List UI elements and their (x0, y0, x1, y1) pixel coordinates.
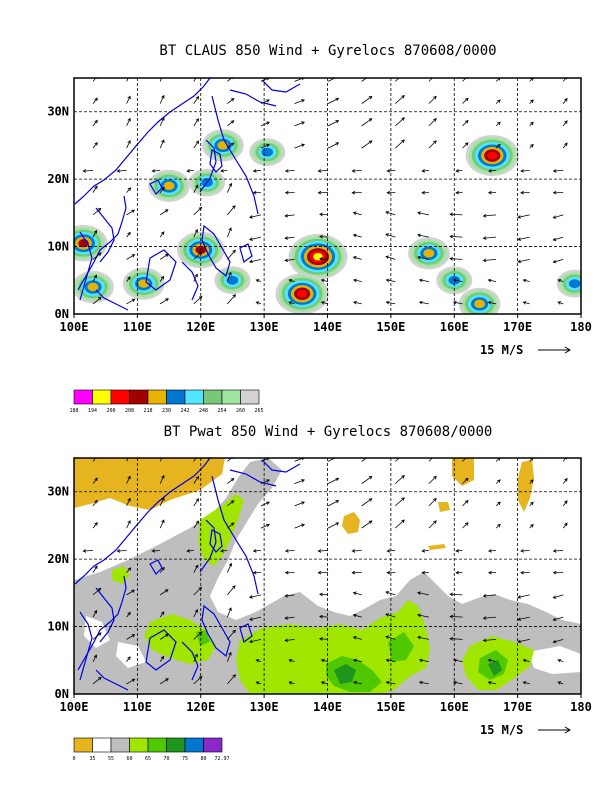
lon-tick-label: 100E (60, 700, 89, 714)
lon-tick-label: 110E (123, 700, 152, 714)
colorbar-label: 0 (72, 756, 75, 762)
colorbar-label: 265 (254, 408, 263, 414)
lon-tick-label: 170E (503, 320, 532, 334)
colorbar-swatch (92, 737, 112, 753)
wind-vectors (82, 78, 568, 305)
colorbar-label: 70 (163, 756, 169, 762)
colorbar-label: 218 (143, 408, 152, 414)
colorbar: 188 194 200 208 218 230 242 248 254 260 265 (69, 389, 264, 414)
lon-tick-label: 150E (376, 320, 405, 334)
lat-tick-label: 10N (47, 240, 69, 254)
colorbar-swatch (92, 389, 112, 405)
colorbar-label: 248 (199, 408, 208, 414)
lat-tick-label: 30N (47, 485, 69, 499)
colorbar-label: 75 (182, 756, 188, 762)
convective-cell (202, 129, 244, 162)
map-claus: BT CLAUS 850 Wind + Gyrelocs 870608/0000 (47, 43, 592, 414)
lon-tick-label: 140E (313, 700, 342, 714)
colorbar-swatch (147, 389, 167, 405)
lon-tick-label: 100E (60, 320, 89, 334)
colorbar-swatch (129, 389, 149, 405)
map-title: BT Pwat 850 Wind + Gyrelocs 870608/0000 (164, 424, 493, 440)
lon-tick-label: 130E (250, 320, 279, 334)
colorbar-swatch (184, 737, 204, 753)
lat-tick-label: 30N (47, 105, 69, 119)
colorbar-label: 55 (108, 756, 114, 762)
convective-cell (275, 273, 329, 314)
convective-cell (74, 270, 114, 304)
colorbar-swatch (240, 389, 260, 405)
convective-cell (148, 169, 190, 203)
graticule (74, 458, 581, 694)
convective-cell (458, 287, 501, 314)
colorbar-label: 194 (88, 408, 97, 414)
colorbar-label: 60 (126, 756, 132, 762)
lon-tick-label: 160E (440, 320, 469, 334)
convective-cell (556, 269, 581, 298)
lat-tick-label: 0N (55, 687, 69, 701)
lon-tick-label: 180 (570, 320, 592, 334)
convective-cell (288, 233, 348, 280)
colorbar-swatch (166, 737, 186, 753)
colorbar-label: 208 (125, 408, 134, 414)
lon-tick-label: 110E (123, 320, 152, 334)
lat-tick-label: 0N (55, 307, 69, 321)
lat-tick-label: 20N (47, 172, 69, 186)
lon-tick-label: 140E (313, 320, 342, 334)
colorbar-swatch (110, 737, 130, 753)
lon-tick-label: 150E (376, 700, 405, 714)
colorbar-label: 260 (236, 408, 245, 414)
lon-tick-label: 180 (570, 700, 592, 714)
convective-cell (249, 138, 286, 167)
lon-tick-label: 130E (250, 700, 279, 714)
colorbar-label: 35 (89, 756, 95, 762)
lon-tick-label: 170E (503, 700, 532, 714)
colorbar-label: 188 (69, 408, 78, 414)
colorbar-swatch (203, 389, 223, 405)
vector-scale-label: 15 M/S (480, 723, 523, 737)
convective-cell (465, 134, 519, 177)
vector-scale-legend: 15 M/S (480, 343, 571, 357)
convective-cell (408, 237, 450, 270)
colorbar-label: 230 (162, 408, 171, 414)
lat-tick-label: 10N (47, 620, 69, 634)
map-title: BT CLAUS 850 Wind + Gyrelocs 870608/0000 (159, 43, 496, 59)
colorbar: 0 35 55 60 65 70 75 80 72.97 (72, 737, 230, 762)
colorbar-label: 65 (145, 756, 151, 762)
colorbar-swatch (166, 389, 186, 405)
lon-tick-label: 120E (186, 320, 215, 334)
colorbar-swatch (221, 389, 241, 405)
lat-tick-label: 20N (47, 552, 69, 566)
wind-vectors (82, 458, 568, 685)
colorbar-swatch (129, 737, 149, 753)
vector-scale-legend: 15 M/S (480, 723, 571, 737)
axis-labels: 100E 110E 120E 130E 140E 150E 160E 170E 180 0N 10N… (47, 485, 592, 714)
colorbar-swatch (203, 737, 223, 753)
colorbar-swatch (73, 737, 93, 753)
colorbar-label: 242 (180, 408, 189, 414)
coastlines (74, 458, 301, 691)
colorbar-swatch (184, 389, 204, 405)
colorbar-swatch (73, 389, 93, 405)
vector-scale-label: 15 M/S (480, 343, 523, 357)
graticule (74, 78, 581, 314)
convective-cell (122, 267, 165, 300)
colorbar-swatch (147, 737, 167, 753)
axis-labels: 100E 110E 120E 130E 140E 150E 160E 170E 180 0N 10N… (47, 105, 592, 334)
colorbar-swatch (110, 389, 130, 405)
colorbar-label: 200 (106, 408, 115, 414)
coastlines (74, 78, 301, 311)
lon-tick-label: 120E (186, 700, 215, 714)
lon-tick-label: 160E (440, 700, 469, 714)
colorbar-label: 254 (217, 408, 226, 414)
map-pwat: BT Pwat 850 Wind + Gyrelocs 870608/0000 (47, 424, 592, 762)
colorbar-label: 80 (200, 756, 206, 762)
colorbar-label: 72.97 (214, 756, 229, 762)
